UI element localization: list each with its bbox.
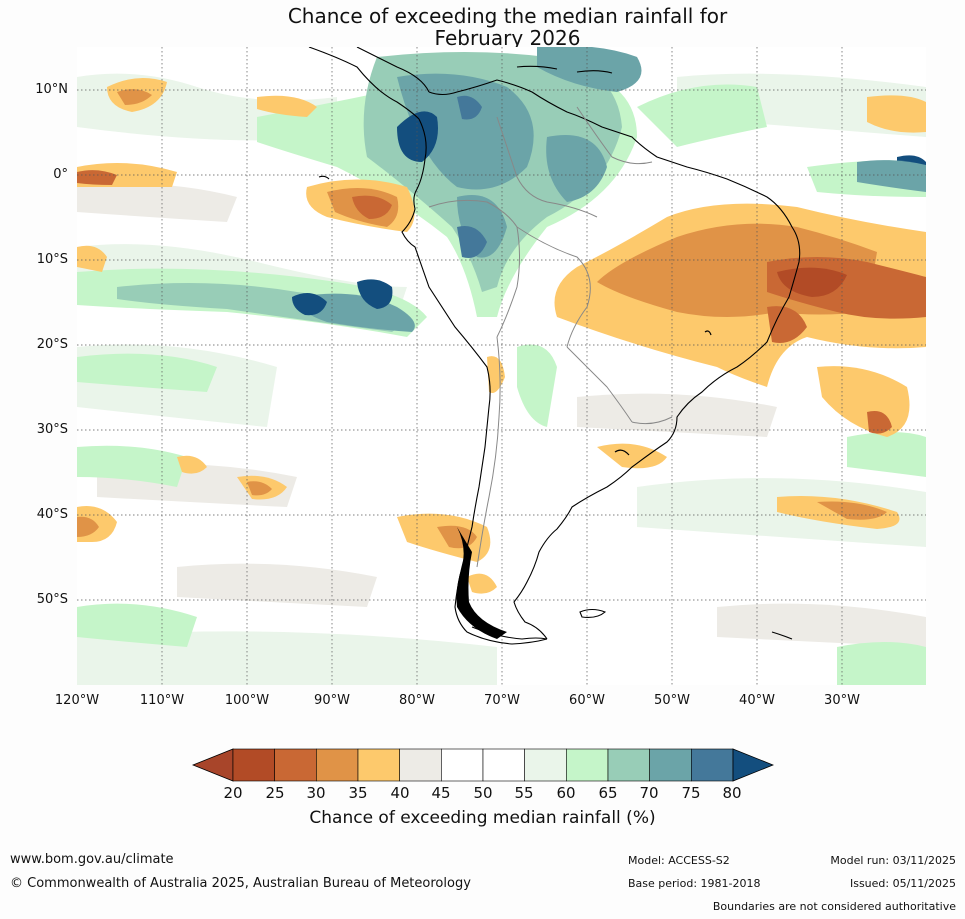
map-title-line1: Chance of exceeding the median rainfall … bbox=[287, 4, 728, 28]
copyright-text: © Commonwealth of Australia 2025, Austra… bbox=[10, 876, 471, 891]
lon-label: 80°W bbox=[399, 693, 435, 708]
lon-label: 50°W bbox=[654, 693, 690, 708]
colorbar-box bbox=[524, 748, 567, 782]
rainfall-map bbox=[77, 47, 926, 685]
lat-label: 0° bbox=[53, 167, 68, 182]
colorbar-tick-label: 30 bbox=[306, 784, 326, 802]
lat-label: 50°S bbox=[36, 592, 68, 607]
lon-label: 60°W bbox=[569, 693, 605, 708]
colorbar-box bbox=[566, 748, 609, 782]
country-boundaries bbox=[428, 106, 673, 568]
model-run-date: Model run: 03/11/2025 bbox=[830, 854, 956, 867]
map-canvas bbox=[77, 47, 926, 685]
colorbar-tick-label: 65 bbox=[598, 784, 618, 802]
graticule bbox=[77, 47, 926, 685]
colorbar-box bbox=[357, 748, 400, 782]
boundaries-note: Boundaries are not considered authoritat… bbox=[712, 900, 956, 913]
map-title-line2: February 2026 bbox=[434, 26, 581, 50]
coastlines bbox=[308, 47, 801, 645]
colorbar-box bbox=[649, 748, 692, 782]
lon-label: 90°W bbox=[314, 693, 350, 708]
lat-label: 40°S bbox=[36, 507, 68, 522]
colorbar-tick-label: 35 bbox=[348, 784, 368, 802]
island-marker bbox=[704, 330, 712, 336]
colorbar-tick-label: 55 bbox=[514, 784, 534, 802]
colorbar-box bbox=[399, 748, 442, 782]
website-link[interactable]: www.bom.gov.au/climate bbox=[10, 852, 174, 867]
model-name: Model: ACCESS-S2 bbox=[628, 854, 730, 867]
colorbar-tick-label: 20 bbox=[223, 784, 243, 802]
colorbar-tick-label: 60 bbox=[556, 784, 576, 802]
colorbar-tick-label: 75 bbox=[681, 784, 701, 802]
colorbar-tick-label: 25 bbox=[265, 784, 285, 802]
colorbar-svg bbox=[191, 748, 775, 782]
lat-label: 20°S bbox=[36, 337, 68, 352]
lon-label: 120°W bbox=[54, 693, 100, 708]
lake-marker bbox=[614, 449, 630, 456]
colorbar-box bbox=[691, 748, 734, 782]
colorbar-tick-label: 80 bbox=[722, 784, 742, 802]
colorbar-tick-label: 45 bbox=[431, 784, 451, 802]
colorbar bbox=[191, 748, 775, 782]
lon-label: 40°W bbox=[739, 693, 775, 708]
colorbar-box bbox=[274, 748, 317, 782]
colorbar-arrow-high bbox=[732, 748, 775, 782]
colorbar-title: Chance of exceeding median rainfall (%) bbox=[309, 808, 656, 828]
base-period: Base period: 1981-2018 bbox=[628, 877, 761, 890]
patagonia-coast bbox=[456, 527, 507, 639]
issued-date: Issued: 05/11/2025 bbox=[849, 877, 956, 890]
colorbar-tick-label: 70 bbox=[639, 784, 659, 802]
lat-label: 30°S bbox=[36, 422, 68, 437]
colorbar-box bbox=[316, 748, 359, 782]
lat-label: 10°N bbox=[35, 82, 68, 97]
lon-label: 70°W bbox=[484, 693, 520, 708]
colorbar-box bbox=[482, 748, 525, 782]
colorbar-box bbox=[607, 748, 650, 782]
colorbar-box bbox=[441, 748, 484, 782]
lat-label: 10°S bbox=[36, 252, 68, 267]
colorbar-tick-label: 50 bbox=[473, 784, 493, 802]
lon-label: 110°W bbox=[139, 693, 185, 708]
lon-label: 30°W bbox=[824, 693, 860, 708]
colorbar-box bbox=[232, 748, 275, 782]
colorbar-tick-label: 40 bbox=[390, 784, 410, 802]
lon-label: 100°W bbox=[224, 693, 270, 708]
colorbar-arrow-low bbox=[191, 748, 234, 782]
